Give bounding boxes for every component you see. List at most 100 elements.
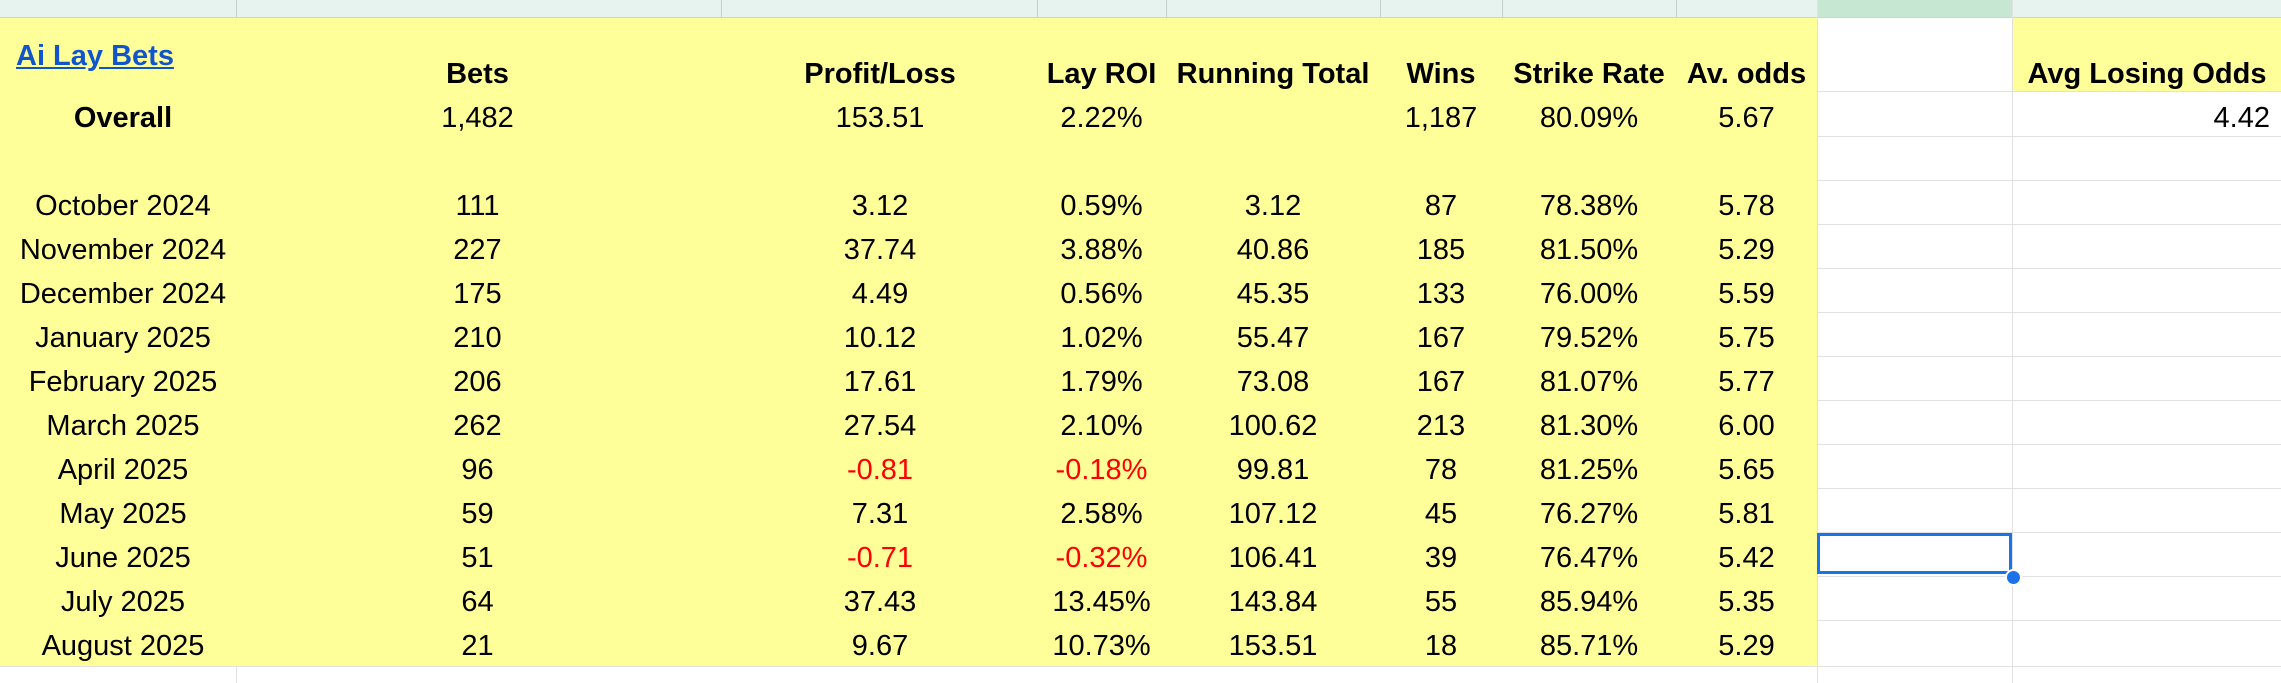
strike-rate-cell[interactable]: 78.38%: [1539, 190, 1639, 222]
av-odds-cell[interactable]: 5.59: [1718, 278, 1775, 310]
profit-loss-cell[interactable]: 3.12: [851, 190, 909, 222]
running-total-cell[interactable]: 143.84: [1228, 586, 1318, 618]
running-total-cell[interactable]: 45.35: [1236, 278, 1310, 310]
av-odds-cell[interactable]: 5.42: [1718, 542, 1775, 574]
strike-rate-cell[interactable]: 79.52%: [1539, 322, 1639, 354]
profit-loss-cell[interactable]: 37.43: [843, 586, 917, 618]
month-label[interactable]: December 2024: [19, 278, 227, 310]
ai-lay-bets-link[interactable]: Ai Lay Bets: [16, 40, 174, 72]
bets-cell[interactable]: 210: [453, 322, 502, 354]
lay-roi-cell[interactable]: 1.79%: [1060, 366, 1143, 398]
strike-rate-cell[interactable]: 81.07%: [1539, 366, 1639, 398]
running-total-cell[interactable]: 40.86: [1236, 234, 1310, 266]
fill-handle[interactable]: [2005, 569, 2022, 586]
av-odds-cell[interactable]: 6.00: [1718, 410, 1775, 442]
wins-cell[interactable]: 133: [1416, 278, 1466, 310]
lay-roi-cell[interactable]: 13.45%: [1052, 586, 1151, 618]
bets-cell[interactable]: 64: [461, 586, 494, 618]
running-total-cell[interactable]: 107.12: [1228, 498, 1318, 530]
profit-loss-cell[interactable]: -0.71: [846, 542, 914, 574]
lay-roi-cell[interactable]: 0.56%: [1060, 278, 1143, 310]
profit-loss-cell[interactable]: 4.49: [851, 278, 909, 310]
bets-cell[interactable]: 175: [453, 278, 502, 310]
header-strike-rate[interactable]: Strike Rate: [1513, 58, 1665, 90]
lay-roi-cell[interactable]: 1.02%: [1060, 322, 1143, 354]
header-profit-loss[interactable]: Profit/Loss: [804, 58, 956, 90]
month-label[interactable]: April 2025: [57, 454, 189, 486]
month-label[interactable]: June 2025: [55, 542, 191, 574]
wins-cell[interactable]: 39: [1424, 542, 1458, 574]
wins-cell[interactable]: 185: [1416, 234, 1466, 266]
running-total-cell[interactable]: 73.08: [1236, 366, 1310, 398]
month-label[interactable]: February 2025: [28, 366, 218, 398]
wins-cell[interactable]: 167: [1416, 366, 1466, 398]
profit-loss-cell[interactable]: 7.31: [851, 498, 909, 530]
running-total-cell[interactable]: 100.62: [1228, 410, 1318, 442]
profit-loss-cell[interactable]: 10.12: [843, 322, 917, 354]
overall-profit-loss[interactable]: 153.51: [835, 102, 925, 134]
month-label[interactable]: March 2025: [46, 410, 200, 442]
strike-rate-cell[interactable]: 85.71%: [1539, 630, 1639, 662]
wins-cell[interactable]: 213: [1416, 410, 1466, 442]
av-odds-cell[interactable]: 5.65: [1718, 454, 1775, 486]
header-av-odds[interactable]: Av. odds: [1686, 58, 1807, 90]
header-lay-roi[interactable]: Lay ROI: [1046, 58, 1157, 90]
running-total-cell[interactable]: 3.12: [1244, 190, 1302, 222]
wins-cell[interactable]: 167: [1416, 322, 1466, 354]
month-label[interactable]: November 2024: [19, 234, 227, 266]
profit-loss-cell[interactable]: 17.61: [843, 366, 917, 398]
lay-roi-cell[interactable]: 10.73%: [1052, 630, 1151, 662]
running-total-cell[interactable]: 99.81: [1236, 454, 1310, 486]
lay-roi-cell[interactable]: 2.10%: [1060, 410, 1143, 442]
profit-loss-cell[interactable]: 37.74: [843, 234, 917, 266]
bets-cell[interactable]: 111: [455, 190, 500, 222]
strike-rate-cell[interactable]: 81.50%: [1539, 234, 1639, 266]
av-odds-cell[interactable]: 5.35: [1718, 586, 1775, 618]
av-odds-cell[interactable]: 5.29: [1718, 630, 1775, 662]
running-total-cell[interactable]: 55.47: [1236, 322, 1310, 354]
column-header-strip[interactable]: [0, 0, 2281, 18]
overall-label[interactable]: Overall: [73, 102, 173, 134]
running-total-cell[interactable]: 106.41: [1228, 542, 1318, 574]
lay-roi-cell[interactable]: 0.59%: [1060, 190, 1143, 222]
profit-loss-cell[interactable]: -0.81: [846, 454, 914, 486]
bets-cell[interactable]: 59: [461, 498, 494, 530]
strike-rate-cell[interactable]: 76.00%: [1539, 278, 1639, 310]
lay-roi-cell[interactable]: -0.32%: [1055, 542, 1148, 574]
strike-rate-cell[interactable]: 76.47%: [1539, 542, 1639, 574]
av-odds-cell[interactable]: 5.75: [1718, 322, 1775, 354]
month-label[interactable]: July 2025: [60, 586, 186, 618]
month-label[interactable]: August 2025: [41, 630, 205, 662]
header-wins[interactable]: Wins: [1406, 58, 1476, 90]
profit-loss-cell[interactable]: 9.67: [851, 630, 909, 662]
bets-cell[interactable]: 227: [453, 234, 502, 266]
lay-roi-cell[interactable]: 2.58%: [1060, 498, 1143, 530]
overall-strike-rate[interactable]: 80.09%: [1539, 102, 1639, 134]
overall-av-odds[interactable]: 5.67: [1718, 102, 1775, 134]
strike-rate-cell[interactable]: 76.27%: [1539, 498, 1639, 530]
selected-cell[interactable]: [1817, 533, 2012, 574]
bets-cell[interactable]: 21: [461, 630, 494, 662]
lay-roi-cell[interactable]: 3.88%: [1060, 234, 1143, 266]
strike-rate-cell[interactable]: 81.25%: [1539, 454, 1639, 486]
wins-cell[interactable]: 78: [1424, 454, 1458, 486]
header-bets[interactable]: Bets: [446, 58, 509, 90]
month-label[interactable]: October 2024: [35, 190, 211, 222]
overall-avg-losing-odds[interactable]: 4.42: [2213, 102, 2270, 134]
wins-cell[interactable]: 18: [1424, 630, 1458, 662]
lay-roi-cell[interactable]: -0.18%: [1055, 454, 1148, 486]
av-odds-cell[interactable]: 5.81: [1718, 498, 1775, 530]
month-label[interactable]: January 2025: [35, 322, 211, 354]
month-label[interactable]: May 2025: [59, 498, 187, 530]
selected-column-header[interactable]: [1817, 0, 2012, 17]
header-avg-losing-odds[interactable]: Avg Losing Odds: [2027, 58, 2267, 90]
bets-cell[interactable]: 262: [453, 410, 502, 442]
wins-cell[interactable]: 55: [1424, 586, 1458, 618]
av-odds-cell[interactable]: 5.78: [1718, 190, 1775, 222]
overall-wins[interactable]: 1,187: [1404, 102, 1478, 134]
wins-cell[interactable]: 45: [1424, 498, 1458, 530]
overall-lay-roi[interactable]: 2.22%: [1060, 102, 1143, 134]
running-total-cell[interactable]: 153.51: [1228, 630, 1318, 662]
header-running-total[interactable]: Running Total: [1176, 58, 1370, 90]
